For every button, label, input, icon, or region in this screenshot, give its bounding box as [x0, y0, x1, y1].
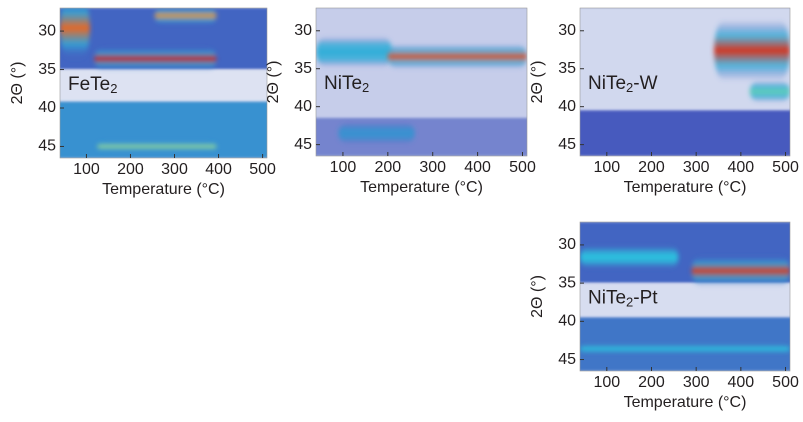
plot-area [580, 222, 790, 371]
y-tick-label: 30 [38, 22, 56, 39]
x-tick-label: 300 [683, 374, 710, 391]
panel: 100 200 300 400 500 30 35 40 45 Temperature (°C) 2… [265, 7, 536, 196]
intensity-peak [580, 344, 790, 354]
intensity-peak [94, 47, 217, 71]
intensity-peak [338, 122, 415, 144]
y-tick-label: 35 [294, 60, 312, 77]
intensity-peak [97, 141, 217, 152]
intensity-peak [60, 8, 90, 61]
panel-label-main: FeTe [68, 74, 110, 95]
x-tick-label: 100 [593, 374, 620, 391]
y-tick-label: 35 [558, 60, 576, 77]
intensity-peak [316, 36, 393, 68]
x-tick-label: 500 [772, 159, 799, 176]
x-axis-label: Temperature (°C) [624, 179, 747, 196]
plot-frame [579, 7, 791, 157]
panel-label-main: NiTe [588, 73, 626, 94]
x-axis-label: Temperature (°C) [360, 179, 483, 196]
x-tick-label: 200 [638, 374, 665, 391]
x-tick-label: 300 [161, 161, 188, 178]
y-tick-label: 30 [294, 22, 312, 39]
x-tick-label: 200 [374, 159, 401, 176]
y-tick-label: 45 [558, 351, 576, 368]
panel: 100 200 300 400 500 30 35 40 45 Temperature (°C) 2… [529, 221, 799, 411]
y-tick-label: 40 [558, 98, 576, 115]
intensity-region [580, 110, 790, 156]
x-axis-label: Temperature (°C) [102, 181, 225, 198]
y-tick-label: 40 [294, 98, 312, 115]
x-tick-label: 100 [593, 159, 620, 176]
panel-label-main: NiTe [324, 73, 362, 94]
x-tick-label: 300 [419, 159, 446, 176]
x-tick-label: 400 [205, 161, 232, 178]
x-tick-label: 100 [330, 159, 357, 176]
x-axis-label: Temperature (°C) [624, 394, 747, 411]
x-tick-label: 200 [638, 159, 665, 176]
x-tick-label: 300 [683, 159, 710, 176]
panel: 100 200 300 400 500 30 35 40 45 Temperature (°C) 2… [9, 7, 276, 198]
panel-label: FeTe2 [68, 74, 117, 96]
y-axis-label: 2Θ (°) [265, 61, 282, 104]
y-tick-label: 45 [294, 136, 312, 153]
y-tick-label: 35 [38, 61, 56, 78]
plot-area [60, 8, 267, 158]
plot-frame [315, 7, 528, 157]
plot-area [316, 8, 527, 156]
y-tick-label: 40 [38, 99, 56, 116]
x-tick-label: 400 [727, 374, 754, 391]
y-tick-label: 30 [558, 22, 576, 39]
intensity-region [580, 283, 790, 318]
panel-label-sub: 2 [110, 81, 117, 96]
x-tick-label: 500 [249, 161, 276, 178]
intensity-peak [691, 255, 790, 287]
panel-label-sub: 2 [626, 295, 633, 310]
panel-label-suffix: -W [633, 73, 657, 94]
y-axis-label: 2Θ (°) [9, 62, 26, 105]
y-axis-label: 2Θ (°) [529, 61, 546, 104]
intensity-peak [154, 8, 217, 25]
panel-label-sub: 2 [362, 80, 369, 95]
x-tick-label: 200 [117, 161, 144, 178]
panel-label-sub: 2 [626, 80, 633, 95]
y-tick-label: 45 [558, 136, 576, 153]
x-tick-label: 500 [772, 374, 799, 391]
intensity-peak [714, 20, 790, 81]
panel-label-main: NiTe [588, 287, 626, 308]
intensity-peak [387, 44, 527, 69]
x-tick-label: 500 [509, 159, 536, 176]
panel-label-suffix: -Pt [633, 287, 658, 308]
y-tick-label: 45 [38, 138, 56, 155]
y-tick-label: 35 [558, 274, 576, 291]
intensity-peak [749, 80, 790, 103]
plot-frame [59, 7, 268, 159]
x-tick-label: 400 [727, 159, 754, 176]
y-tick-label: 30 [558, 236, 576, 253]
plot-frame [579, 221, 791, 372]
x-tick-label: 100 [73, 161, 100, 178]
panel-label: NiTe2-Pt [588, 287, 658, 309]
panel-label: NiTe2 [324, 73, 369, 95]
plot-area [580, 8, 790, 156]
y-axis-label: 2Θ (°) [529, 275, 546, 318]
x-tick-label: 400 [464, 159, 491, 176]
panel-label: NiTe2-W [588, 73, 658, 95]
intensity-peak [580, 244, 679, 270]
intensity-region [60, 69, 267, 102]
y-tick-label: 40 [558, 313, 576, 330]
panel: 100 200 300 400 500 30 35 40 45 Temperature (°C) 2… [529, 7, 799, 196]
